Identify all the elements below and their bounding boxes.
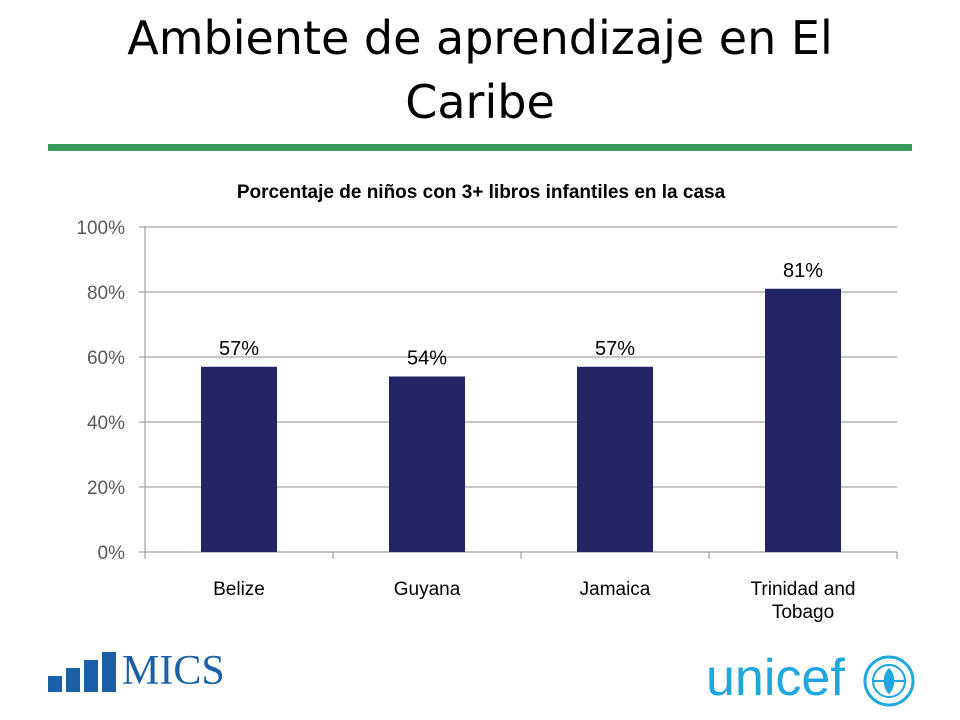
title-divider bbox=[48, 144, 912, 151]
data-labels: 57% 54% 57% 81% bbox=[219, 260, 823, 370]
slide-title-line-1: Ambiente de aprendizaje en El bbox=[127, 11, 833, 65]
y-tick-label: 80% bbox=[87, 283, 125, 304]
mics-wordmark: MICS bbox=[122, 648, 225, 694]
chart-title: Porcentaje de niños con 3+ libros infant… bbox=[237, 182, 726, 203]
x-tick-label: Trinidad and Tobago bbox=[751, 579, 856, 623]
y-tick-label: 20% bbox=[87, 478, 125, 499]
bar bbox=[577, 366, 653, 552]
y-tick-label: 40% bbox=[87, 413, 125, 434]
y-tick-label: 100% bbox=[76, 218, 125, 239]
x-tick-label: Belize bbox=[213, 579, 265, 600]
y-tick-label: 60% bbox=[87, 348, 125, 369]
data-label: 54% bbox=[407, 348, 447, 370]
data-label: 57% bbox=[219, 338, 259, 360]
y-tick-label: 0% bbox=[98, 543, 126, 564]
x-tick-label: Guyana bbox=[394, 579, 461, 600]
bar bbox=[201, 366, 277, 552]
bar bbox=[765, 288, 841, 552]
unicef-emblem-icon bbox=[863, 655, 915, 707]
unicef-wordmark: unicef bbox=[706, 649, 845, 707]
bars bbox=[201, 288, 841, 552]
bar bbox=[389, 376, 465, 552]
mics-bars-icon bbox=[48, 652, 116, 692]
x-tick-label: Jamaica bbox=[580, 579, 651, 600]
mics-logo: MICS bbox=[48, 648, 225, 699]
data-label: 57% bbox=[595, 338, 635, 360]
slide-title: Ambiente de aprendizaje en El Caribe bbox=[40, 6, 920, 134]
axes: 0% 20% 40% 60% 80% 100% Belize Guyana Jamaica Tri… bbox=[76, 218, 898, 623]
slide-title-line-2: Caribe bbox=[405, 75, 555, 129]
unicef-logo: unicef bbox=[706, 648, 916, 708]
data-label: 81% bbox=[783, 260, 823, 282]
